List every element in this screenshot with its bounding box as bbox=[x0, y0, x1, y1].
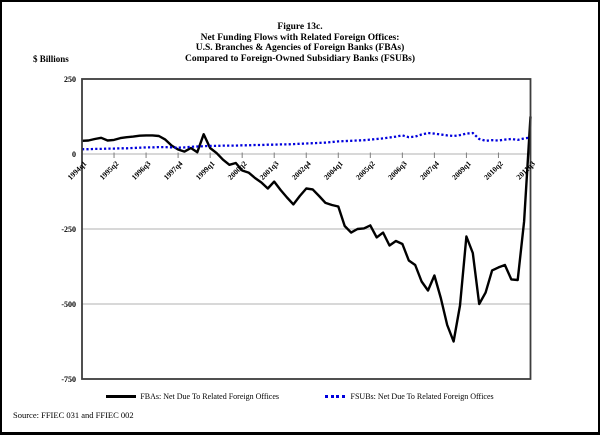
svg-text:-750: -750 bbox=[61, 375, 76, 384]
svg-text:2009q1: 2009q1 bbox=[450, 159, 473, 182]
svg-text:2005q2: 2005q2 bbox=[354, 159, 377, 182]
legend-item-fsubs: FSUBs: Net Due To Related Foreign Office… bbox=[325, 392, 494, 401]
legend-label-fsubs: FSUBs: Net Due To Related Foreign Office… bbox=[350, 392, 494, 401]
svg-text:1999q1: 1999q1 bbox=[194, 159, 217, 182]
svg-text:2006q3: 2006q3 bbox=[386, 159, 409, 182]
legend-item-fbas: FBAs: Net Due To Related Foreign Offices bbox=[106, 392, 279, 401]
svg-text:1997q4: 1997q4 bbox=[162, 159, 185, 182]
figure-title-line-1: Net Funding Flows with Related Foreign O… bbox=[200, 32, 400, 43]
legend-label-fbas: FBAs: Net Due To Related Foreign Offices bbox=[140, 392, 280, 401]
svg-text:1994q1: 1994q1 bbox=[66, 159, 89, 182]
svg-text:250: 250 bbox=[64, 75, 76, 84]
svg-text:1996q3: 1996q3 bbox=[130, 159, 153, 182]
svg-text:0: 0 bbox=[72, 150, 76, 159]
svg-text:2004q1: 2004q1 bbox=[322, 159, 345, 182]
svg-text:-500: -500 bbox=[61, 300, 76, 309]
svg-text:2007q4: 2007q4 bbox=[418, 159, 441, 182]
svg-text:2002q4: 2002q4 bbox=[290, 159, 313, 182]
fba-solid-line-swatch bbox=[106, 395, 137, 398]
figure-title-line-2: U.S. Branches & Agencies of Foreign Bank… bbox=[195, 43, 405, 53]
svg-text:1995q2: 1995q2 bbox=[98, 159, 121, 182]
chart-legend: FBAs: Net Due To Related Foreign Offices… bbox=[2, 392, 598, 401]
svg-text:2010q2: 2010q2 bbox=[482, 159, 505, 182]
fsub-dotted-line-swatch bbox=[325, 395, 345, 398]
y-axis-unit-label: $ Billions bbox=[33, 54, 69, 64]
svg-text:-250: -250 bbox=[61, 225, 76, 234]
figure-title-block: Figure 13c. Net Funding Flows with Relat… bbox=[2, 22, 598, 64]
figure-title-line-3: Compared to Foreign-Owned Subsidiary Ban… bbox=[184, 53, 416, 64]
figure-number: Figure 13c. bbox=[277, 22, 323, 32]
svg-text:2001q3: 2001q3 bbox=[258, 159, 281, 182]
source-note: Source: FFIEC 031 and FFIEC 002 bbox=[13, 410, 134, 420]
